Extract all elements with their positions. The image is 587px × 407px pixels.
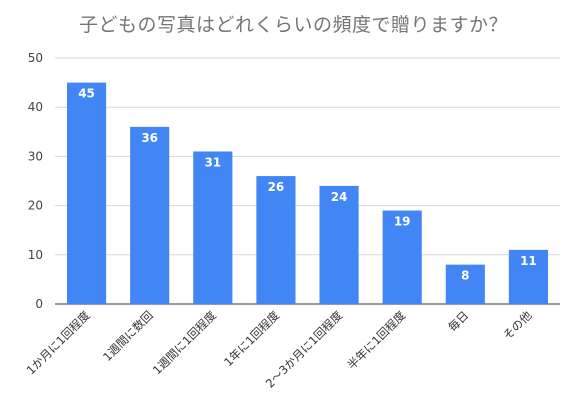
x-tick-label: その他 [500,308,535,343]
bar-value-label: 31 [204,155,221,169]
x-tick-label: 毎日 [445,308,471,334]
y-tick-label: 30 [28,149,43,163]
bar-value-label: 19 [394,215,411,229]
bars: 45 36 31 26 24 19 8 11 [66,82,549,304]
bar [256,176,296,304]
bar [445,264,485,304]
bar [193,151,233,304]
bar-value-label: 24 [331,190,348,204]
bar [130,126,170,304]
bar-value-label: 26 [268,180,285,194]
x-tick-label: 1週間に1回程度 [150,308,219,377]
x-axis: 1か月に1回程度 1週間に数回1週間に1回程度 1年に1回程度2～3か月に1回程度半… [24,308,535,391]
y-tick-label: 50 [28,51,43,65]
bar-value-label: 36 [141,131,158,145]
y-tick-label: 0 [35,297,43,311]
x-tick-label: 1年に1回程度 [221,308,282,369]
bar [319,185,359,304]
bar-value-label: 8 [461,269,469,283]
x-tick-label: 1週間に数回 [100,308,156,364]
bar-value-label: 11 [520,254,537,268]
y-axis: 0 10 20 30 40 50 [28,51,43,311]
x-tick-label: 半年に1回程度 [344,308,408,372]
y-tick-label: 20 [28,199,43,213]
y-tick-label: 10 [28,248,43,262]
bar [66,82,107,304]
bar [508,249,549,304]
x-tick-label: 1か月に1回程度 [24,308,93,377]
y-tick-label: 40 [28,100,43,114]
bar [382,210,422,304]
chart-title: 子どもの写真はどれくらいの頻度で贈りますか？ [78,14,508,36]
bar-value-label: 45 [78,87,95,101]
